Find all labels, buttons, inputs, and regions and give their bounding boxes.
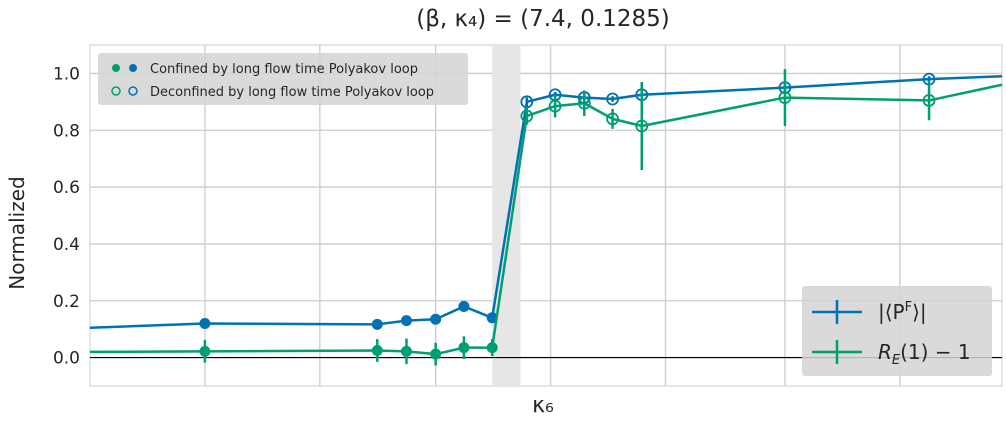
series-legend-box [802,286,992,376]
data-point [520,95,534,109]
data-point [430,348,442,360]
y-tick-label: 0.2 [53,292,80,312]
chart-title: (β, κ₄) = (7.4, 0.1285) [416,6,670,32]
data-point [371,318,383,330]
legend-series-1-label: RE(1) − 1 [878,340,971,368]
legend-series-0-label: |⟨PF⟩| [878,300,927,324]
y-tick-label: 0.0 [53,349,80,369]
legend-open-marker-blue [128,86,138,96]
y-tick-label: 1.0 [53,64,80,84]
legend-deconfined-label: Deconfined by long flow time Polyakov lo… [150,85,434,100]
data-point [606,92,619,106]
data-point [371,344,383,356]
shaded-band [492,45,521,386]
data-point [430,313,442,325]
data-point [606,112,619,126]
data-point [635,119,649,133]
data-point [548,99,562,113]
series-1 [89,69,1003,366]
data-point [778,91,792,104]
data-point [486,312,498,324]
data-point [520,109,534,123]
y-tick-label: 0.6 [53,178,80,198]
data-point [486,342,498,354]
data-point [458,342,470,354]
legend-confined-label: Confined by long flow time Polyakov loop [150,62,418,77]
y-tick-label: 0.8 [53,121,80,141]
marker-legend: Confined by long flow time Polyakov loop… [98,53,468,105]
legend-filled-marker-green [112,64,120,72]
y-axis-label: Normalized [5,176,29,289]
data-point [577,96,591,110]
data-point [400,345,412,357]
data-point [199,345,211,357]
data-point [199,317,211,329]
data-point [400,315,412,327]
x-axis-label: κ₆ [532,393,554,418]
legend-filled-marker-blue [129,64,137,72]
y-tick-label: 0.4 [53,235,80,255]
legend-open-marker-green [111,86,121,96]
data-point [458,300,470,312]
data-point [922,94,936,107]
marker-legend-box [98,53,468,105]
series-legend: |⟨PF⟩| RE(1) − 1 [802,286,992,376]
